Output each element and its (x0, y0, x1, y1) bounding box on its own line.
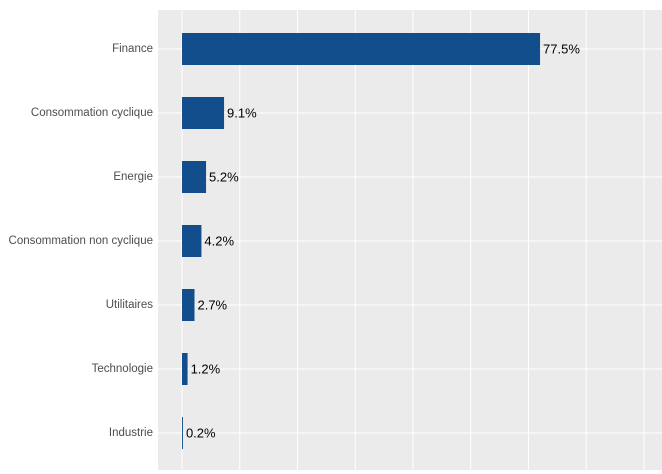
y-tick-label: Energie (113, 171, 153, 183)
bar (182, 161, 207, 193)
bar (182, 353, 188, 385)
data-label: 9.1% (227, 105, 257, 120)
data-label: 77.5% (543, 41, 580, 56)
bar (182, 289, 195, 321)
y-tick-label: Utilitaires (106, 299, 154, 311)
y-tick-label: Industrie (109, 427, 153, 439)
y-tick-label: Finance (112, 43, 153, 55)
y-tick-label: Consommation non cyclique (9, 235, 153, 247)
y-tick-label: Consommation cyclique (31, 107, 153, 119)
bar (182, 33, 541, 65)
data-label: 0.2% (186, 425, 216, 440)
data-label: 2.7% (197, 297, 227, 312)
y-tick-label: Technologie (92, 363, 153, 375)
bar (182, 225, 202, 257)
data-label: 4.2% (204, 233, 234, 248)
data-label: 5.2% (209, 169, 239, 184)
bar (182, 417, 183, 449)
bar (182, 97, 225, 129)
data-label: 1.2% (191, 361, 221, 376)
plot-panel (158, 10, 662, 470)
